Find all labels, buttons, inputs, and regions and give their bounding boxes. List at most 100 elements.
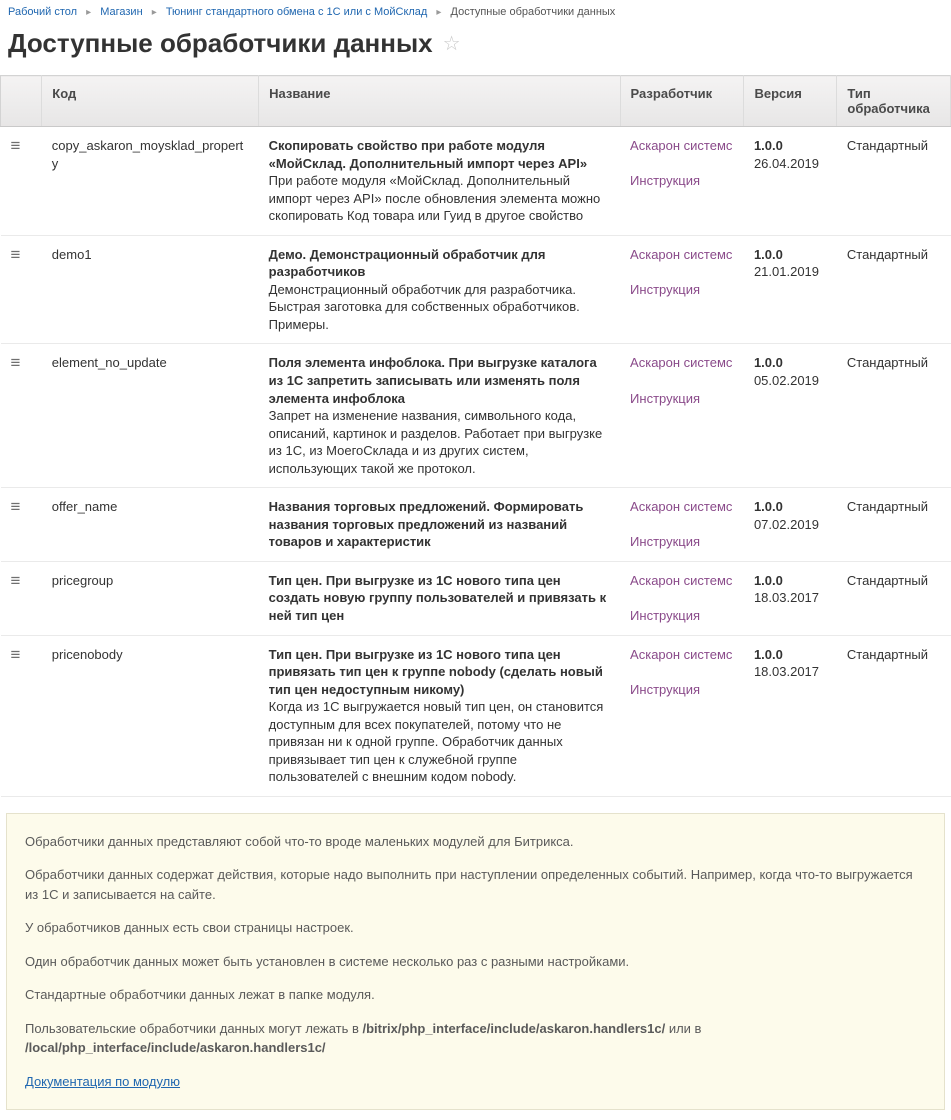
- row-description: Когда из 1С выгружается новый тип цен, о…: [269, 699, 604, 784]
- info-text: Обработчики данных представляют собой чт…: [25, 832, 926, 852]
- header-menu: [1, 76, 42, 127]
- cell-version: 1.0.0 21.01.2019: [744, 235, 837, 344]
- header-code[interactable]: Код: [42, 76, 259, 127]
- cell-name: Поля элемента инфоблока. При выгрузке ка…: [259, 344, 620, 488]
- developer-link[interactable]: Аскарон системс: [630, 354, 732, 372]
- cell-type: Стандартный: [837, 127, 951, 236]
- cell-version: 1.0.0 18.03.2017: [744, 561, 837, 635]
- instruction-link[interactable]: Инструкция: [630, 281, 700, 299]
- cell-developer: Аскарон системс Инструкция: [620, 488, 744, 562]
- header-version[interactable]: Версия: [744, 76, 837, 127]
- cell-developer: Аскарон системс Инструкция: [620, 561, 744, 635]
- row-menu-icon[interactable]: ≡: [11, 571, 21, 590]
- cell-name: Тип цен. При выгрузке из 1С нового типа …: [259, 561, 620, 635]
- row-menu-icon[interactable]: ≡: [11, 136, 21, 155]
- instruction-link[interactable]: Инструкция: [630, 681, 700, 699]
- cell-name: Демо. Демонстрационный обработчик для ра…: [259, 235, 620, 344]
- version-date: 26.04.2019: [754, 156, 819, 171]
- breadcrumb-item[interactable]: Тюнинг стандартного обмена с 1С или с Мо…: [166, 6, 428, 18]
- row-title: Названия торговых предложений. Формирова…: [269, 499, 584, 549]
- info-text: Обработчики данных содержат действия, ко…: [25, 865, 926, 904]
- row-title: Скопировать свойство при работе модуля «…: [269, 138, 587, 171]
- version-number: 1.0.0: [754, 138, 783, 153]
- developer-link[interactable]: Аскарон системс: [630, 246, 732, 264]
- cell-type: Стандартный: [837, 561, 951, 635]
- cell-type: Стандартный: [837, 488, 951, 562]
- version-number: 1.0.0: [754, 647, 783, 662]
- version-date: 05.02.2019: [754, 373, 819, 388]
- breadcrumb-item[interactable]: Магазин: [100, 6, 142, 18]
- cell-name: Тип цен. При выгрузке из 1С нового типа …: [259, 635, 620, 796]
- row-description: Запрет на изменение названия, символьног…: [269, 408, 603, 476]
- favorite-star-icon[interactable]: ☆: [443, 31, 461, 56]
- header-type[interactable]: Тип обработчика: [837, 76, 951, 127]
- info-text: Один обработчик данных может быть устано…: [25, 952, 926, 972]
- cell-developer: Аскарон системс Инструкция: [620, 344, 744, 488]
- info-panel: Обработчики данных представляют собой чт…: [6, 813, 945, 1111]
- version-date: 21.01.2019: [754, 264, 819, 279]
- cell-developer: Аскарон системс Инструкция: [620, 127, 744, 236]
- instruction-link[interactable]: Инструкция: [630, 533, 700, 551]
- header-developer[interactable]: Разработчик: [620, 76, 744, 127]
- info-text: У обработчиков данных есть свои страницы…: [25, 918, 926, 938]
- cell-code: offer_name: [42, 488, 259, 562]
- row-menu-icon[interactable]: ≡: [11, 645, 21, 664]
- path-text: /local/php_interface/include/askaron.han…: [25, 1040, 326, 1055]
- version-number: 1.0.0: [754, 573, 783, 588]
- developer-link[interactable]: Аскарон системс: [630, 137, 732, 155]
- developer-link[interactable]: Аскарон системс: [630, 498, 732, 516]
- info-text: Стандартные обработчики данных лежат в п…: [25, 985, 926, 1005]
- cell-code: pricegroup: [42, 561, 259, 635]
- instruction-link[interactable]: Инструкция: [630, 607, 700, 625]
- version-date: 18.03.2017: [754, 664, 819, 679]
- row-title: Поля элемента инфоблока. При выгрузке ка…: [269, 355, 597, 405]
- row-menu-icon[interactable]: ≡: [11, 497, 21, 516]
- table-row: ≡element_no_updateПоля элемента инфоблок…: [1, 344, 951, 488]
- cell-code: pricenobody: [42, 635, 259, 796]
- row-title: Тип цен. При выгрузке из 1С нового типа …: [269, 573, 606, 623]
- version-number: 1.0.0: [754, 355, 783, 370]
- table-row: ≡ demo1 Демо. Демонстрационный обработчик …: [1, 235, 951, 344]
- version-number: 1.0.0: [754, 247, 783, 262]
- path-text: /bitrix/php_interface/include/askaron.ha…: [363, 1021, 666, 1036]
- cell-name: Скопировать свойство при работе модуля «…: [259, 127, 620, 236]
- cell-developer: Аскарон системс Инструкция: [620, 635, 744, 796]
- table-row: ≡ pricenobodyТип цен. При выгрузке из 1С …: [1, 635, 951, 796]
- instruction-link[interactable]: Инструкция: [630, 390, 700, 408]
- table-row: ≡copy_askaron_moysklad_propertyСкопирова…: [1, 127, 951, 236]
- version-number: 1.0.0: [754, 499, 783, 514]
- breadcrumb-item[interactable]: Рабочий стол: [8, 6, 77, 18]
- table-row: ≡ pricegroupТип цен. При выгрузке из 1С н…: [1, 561, 951, 635]
- cell-type: Стандартный: [837, 235, 951, 344]
- version-date: 07.02.2019: [754, 517, 819, 532]
- chevron-right-icon: ▸: [152, 7, 157, 18]
- cell-code: demo1: [42, 235, 259, 344]
- table-row: ≡ offer_nameНазвания торговых предложений…: [1, 488, 951, 562]
- row-description: При работе модуля «МойСклад. Дополнитель…: [269, 173, 601, 223]
- cell-version: 1.0.0 07.02.2019: [744, 488, 837, 562]
- row-menu-icon[interactable]: ≡: [11, 245, 21, 264]
- developer-link[interactable]: Аскарон системс: [630, 646, 732, 664]
- cell-developer: Аскарон системс Инструкция: [620, 235, 744, 344]
- cell-version: 1.0.0 26.04.2019: [744, 127, 837, 236]
- cell-name: Названия торговых предложений. Формирова…: [259, 488, 620, 562]
- documentation-link[interactable]: Документация по модулю: [25, 1074, 180, 1089]
- cell-version: 1.0.0 18.03.2017: [744, 635, 837, 796]
- info-text: Пользовательские обработчики данных могу…: [25, 1019, 926, 1058]
- instruction-link[interactable]: Инструкция: [630, 172, 700, 190]
- row-menu-icon[interactable]: ≡: [11, 353, 21, 372]
- row-description: Демонстрационный обработчик для разработ…: [269, 282, 580, 332]
- page-title: Доступные обработчики данных: [8, 28, 433, 59]
- table-header-row: Код Название Разработчик Версия Тип обра…: [1, 76, 951, 127]
- breadcrumb: Рабочий стол ▸ Магазин ▸ Тюнинг стандарт…: [0, 0, 951, 24]
- page-header: Доступные обработчики данных ☆: [0, 24, 951, 75]
- header-name[interactable]: Название: [259, 76, 620, 127]
- chevron-right-icon: ▸: [436, 7, 441, 18]
- developer-link[interactable]: Аскарон системс: [630, 572, 732, 590]
- chevron-right-icon: ▸: [86, 7, 91, 18]
- cell-type: Стандартный: [837, 344, 951, 488]
- cell-version: 1.0.0 05.02.2019: [744, 344, 837, 488]
- cell-type: Стандартный: [837, 635, 951, 796]
- row-title: Демо. Демонстрационный обработчик для ра…: [269, 247, 546, 280]
- version-date: 18.03.2017: [754, 590, 819, 605]
